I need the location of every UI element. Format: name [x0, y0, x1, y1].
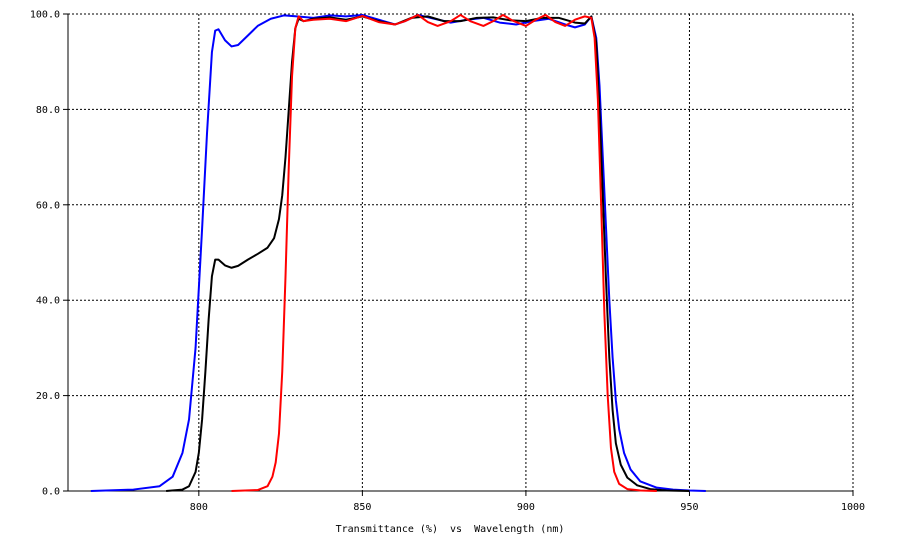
x-tick-label: 800 [190, 502, 208, 513]
y-tick-labels: 0.0 20.0 40.0 60.0 80.0 100.0 [30, 10, 60, 498]
grid-lines [68, 13, 853, 491]
series-line-3 [231, 13, 657, 492]
y-tick-label: 60.0 [36, 200, 60, 211]
x-tick-label: 850 [353, 502, 371, 513]
x-tick-labels: 800 850 900 950 1000 [190, 502, 865, 513]
y-tick-label: 80.0 [36, 105, 60, 116]
plot-frame [63, 13, 854, 496]
series-line-2 [166, 15, 690, 492]
x-tick-label: 950 [680, 502, 698, 513]
y-tick-label: 40.0 [36, 296, 60, 307]
y-tick-label: 0.0 [42, 487, 60, 498]
y-tick-label: 100.0 [30, 10, 60, 21]
x-tick-label: 1000 [841, 502, 865, 513]
x-axis-title: Transmittance (%) vs Wavelength (nm) [336, 524, 565, 535]
y-tick-label: 20.0 [36, 391, 60, 402]
x-tick-label: 900 [517, 502, 535, 513]
series-group [90, 13, 706, 492]
